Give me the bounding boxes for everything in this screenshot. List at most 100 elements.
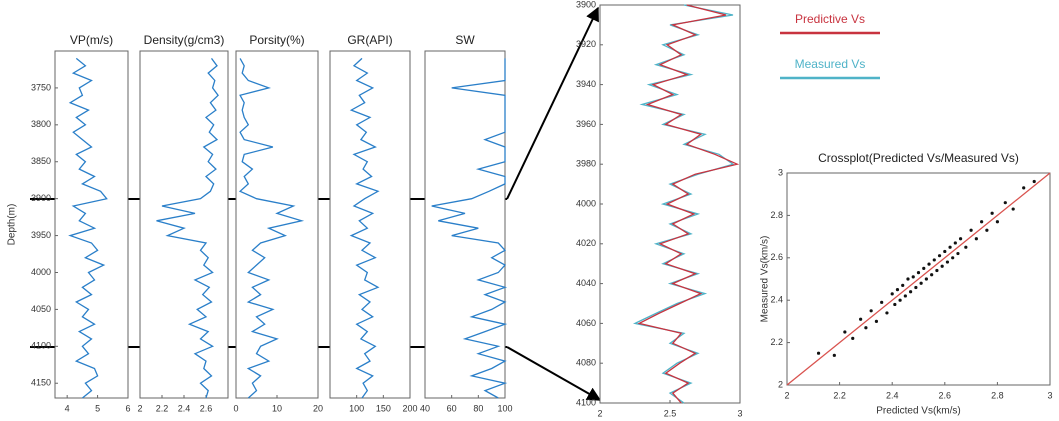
y-tick-label: 3940 <box>576 79 596 89</box>
log-curve <box>156 58 219 399</box>
scatter-point <box>919 281 923 285</box>
scatter-point <box>974 237 978 241</box>
y-tick-label: 4060 <box>576 318 596 328</box>
x-tick-label: 4 <box>65 403 70 413</box>
scatter-point <box>953 241 957 245</box>
y-tick-label: 4080 <box>576 358 596 368</box>
zoom-arrow <box>506 6 599 200</box>
zoom-arrow <box>506 346 602 401</box>
scatter-point <box>864 326 868 330</box>
plot-frame <box>139 50 229 399</box>
x-axis-label: Predicted Vs(km/s) <box>876 406 960 417</box>
scatter-point <box>948 245 952 249</box>
log-curve <box>238 58 305 399</box>
y-tick-label: 3 <box>778 167 783 177</box>
plot-frame <box>329 50 411 399</box>
scatter-point <box>995 220 1000 224</box>
scatter-point <box>940 264 944 268</box>
x-tick-label: 10 <box>272 403 282 413</box>
x-tick-label: 3 <box>1047 390 1052 400</box>
scatter-point <box>832 353 836 357</box>
scatter-point <box>1003 201 1007 205</box>
log-curve <box>68 57 108 399</box>
log-curve <box>431 58 508 399</box>
scatter-point <box>924 277 928 281</box>
y-tick-label: 2.8 <box>770 210 783 220</box>
x-tick-label: 100 <box>349 403 364 413</box>
y-tick-label: 4020 <box>576 238 596 248</box>
panel: SW 40 60 80 100 <box>420 33 513 413</box>
x-tick-label: 100 <box>497 403 512 413</box>
y-tick-label: 4150 <box>31 378 51 388</box>
chart-title: Crossplot(Predicted Vs/Measured Vs) <box>818 151 1019 165</box>
scatter-point <box>869 309 873 313</box>
y-tick-label: 4100 <box>576 397 596 407</box>
scatter-point <box>937 254 942 258</box>
scatter-point <box>816 351 821 355</box>
scatter-point <box>895 288 900 292</box>
y-tick-label: 4000 <box>31 267 51 277</box>
x-tick-label: 60 <box>447 403 457 413</box>
scatter-point <box>964 245 968 249</box>
scatter-point <box>958 237 963 241</box>
scatter-point <box>893 302 897 307</box>
x-tick-label: 5 <box>95 403 100 413</box>
x-tick-label: 2.6 <box>939 390 952 400</box>
y-axis-label: Measured Vs(km/s) <box>760 236 771 323</box>
chart-title: SW <box>455 33 475 47</box>
legend-label: Predictive Vs <box>795 12 865 26</box>
scatter-point <box>945 260 950 264</box>
y-tick-label: 2 <box>778 379 783 389</box>
scatter-point <box>985 228 989 232</box>
scatter-point <box>943 249 947 254</box>
scatter-point <box>890 292 894 296</box>
y-tick-label: 3800 <box>31 119 51 129</box>
y-tick-label: 3900 <box>576 0 596 9</box>
y-axis-label: Depth(m) <box>7 204 18 246</box>
y-tick-label: 3960 <box>576 119 596 129</box>
scatter-point <box>916 271 921 275</box>
plot-frame <box>54 50 129 399</box>
x-tick-label: 3 <box>737 408 742 418</box>
scatter-point <box>935 268 939 273</box>
panel: GR(API) 100 150 200 <box>329 33 418 413</box>
x-tick-label: 0 <box>233 403 238 413</box>
scatter-point <box>1022 186 1026 190</box>
scatter-point <box>851 336 855 340</box>
chart-title: Density(g/cm3) <box>144 33 225 47</box>
y-tick-label: 3950 <box>31 230 51 240</box>
scatter-point <box>980 220 984 224</box>
x-tick-label: 80 <box>473 403 483 413</box>
chart-title: VP(m/s) <box>70 33 113 47</box>
scatter-point <box>909 290 913 294</box>
panel: Porsity(%) 0 10 20 <box>233 33 323 413</box>
panel: VP(m/s) 4 5 6 3750 3800 3850 3900 3950 4000 4050 41… <box>7 33 131 413</box>
scatter-point <box>969 228 973 232</box>
x-tick-label: 150 <box>376 403 391 413</box>
y-tick-label: 3900 <box>31 193 51 203</box>
legend-label: Measured Vs <box>795 57 866 71</box>
panel: Density(g/cm3) 2 2.2 2.4 2.6 <box>137 33 229 413</box>
plot-frame <box>424 50 506 399</box>
scatter-point <box>990 211 994 215</box>
y-tick-label: 4100 <box>31 341 51 351</box>
y-tick-label: 3920 <box>576 39 596 49</box>
scatter-point <box>927 262 931 266</box>
y-tick-label: 2.4 <box>770 295 783 305</box>
scatter-point <box>903 294 907 298</box>
scatter-point <box>1011 207 1015 211</box>
x-tick-label: 2.8 <box>991 390 1004 400</box>
scatter-point <box>898 298 902 302</box>
y-tick-label: 4050 <box>31 304 51 314</box>
series-line <box>637 4 740 404</box>
scatter-point <box>930 273 934 277</box>
x-tick-label: 2 <box>784 390 789 400</box>
fit-line <box>786 172 1051 386</box>
scatter-point <box>901 283 905 287</box>
x-tick-label: 2 <box>597 408 602 418</box>
y-tick-label: 2.2 <box>770 337 783 347</box>
y-tick-label: 4000 <box>576 198 596 208</box>
x-tick-label: 6 <box>125 403 130 413</box>
scatter-point <box>911 275 915 279</box>
